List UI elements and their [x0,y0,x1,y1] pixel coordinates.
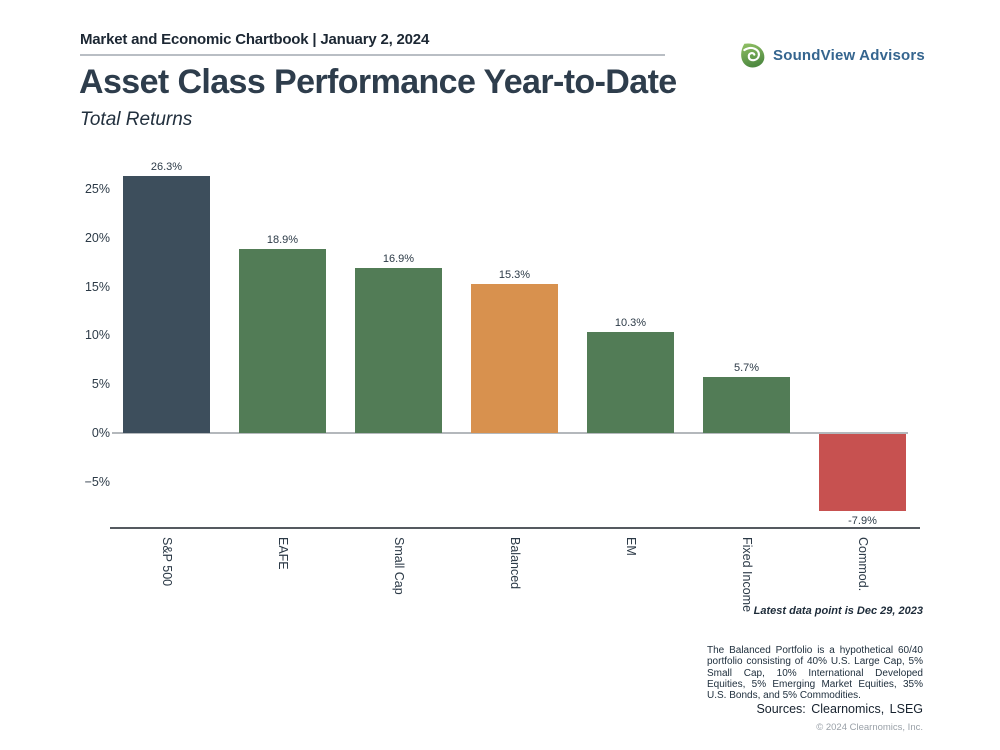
y-axis-tick-label: 0% [91,426,110,440]
bar [703,377,790,433]
chartbook-header-title: Market and Economic Chartbook | January … [80,31,430,48]
y-axis-tick-label: 25% [84,182,110,196]
x-axis-label: EM [623,537,638,556]
zero-line [112,432,908,434]
header-rule [80,54,665,56]
x-axis-label: EAFE [275,537,290,570]
y-axis-tick-label: 20% [84,230,110,245]
sources-line: Sources: Clearnomics, LSEG [756,702,923,716]
balanced-portfolio-footnote: The Balanced Portfolio is a hypothetical… [707,645,923,702]
bar [355,268,442,433]
bar [239,248,326,433]
copyright-line: © 2024 Clearnomics, Inc. [816,722,923,733]
x-axis-label: Commod. [855,537,870,592]
x-axis-label: S&P 500 [159,537,174,587]
y-axis-tick-label: 5% [91,377,110,392]
x-axis-line [110,527,920,529]
y-axis-tick-label: 15% [84,279,110,294]
bar-value-label: 18.9% [266,233,299,246]
bar-value-label: 16.9% [382,253,415,266]
bar-value-label: 26.3% [150,161,183,174]
x-axis-label: Small Cap [391,537,406,595]
page-title: Asset Class Performance Year-to-Date [79,63,677,101]
bar [587,332,674,433]
bar [123,176,210,433]
x-axis-label: Balanced [507,537,522,590]
bar-value-label: 15.3% [498,268,531,281]
y-axis-tick-label: 10% [84,328,110,343]
latest-data-note: Latest data point is Dec 29, 2023 [753,605,923,617]
bar-value-label: 5.7% [733,362,760,375]
bar [471,283,558,433]
y-axis-tick-label: −5% [84,474,110,489]
bar [819,434,906,512]
page-subtitle: Total Returns [80,109,193,130]
brand-name: SoundView Advisors [773,47,925,64]
brand-logo: SoundView Advisors [738,41,925,70]
bar-value-label: -7.9% [848,515,877,528]
bar-value-label: 10.3% [614,317,647,330]
x-axis-label: Fixed Income [739,537,754,613]
leaf-logo-icon [738,41,767,70]
